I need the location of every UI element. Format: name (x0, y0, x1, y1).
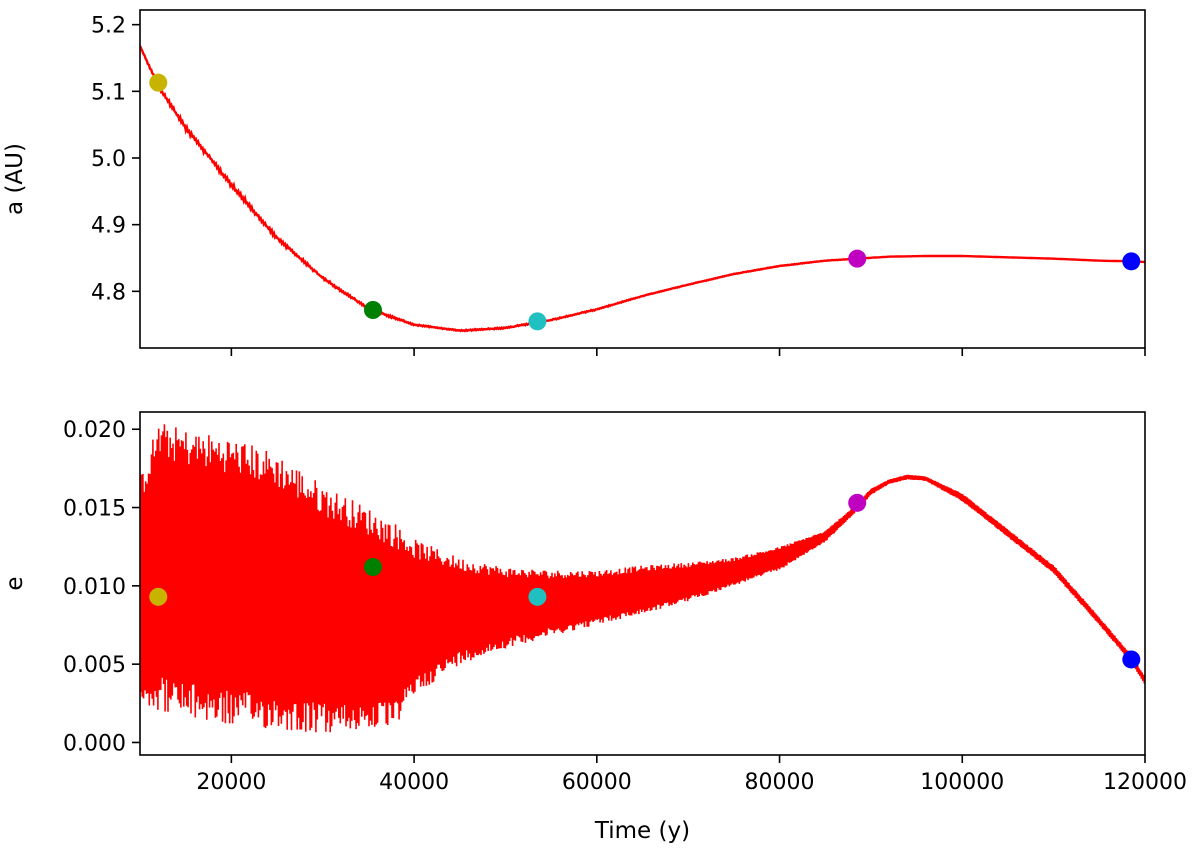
x-tick-label: 40000 (379, 770, 449, 795)
y-tick-label: 0.000 (63, 731, 126, 756)
x-tick-label: 60000 (562, 770, 632, 795)
y-tick-label: 0.005 (63, 653, 126, 678)
axes-frame (139, 9, 1146, 349)
y-tick-label: 5.1 (91, 80, 126, 105)
y-tick-label: 0.020 (63, 418, 126, 443)
y-axis-label: e (2, 576, 28, 590)
snapshot-marker-2 (363, 301, 382, 319)
snapshot-marker-1 (149, 73, 168, 92)
axes-frame (139, 411, 1146, 756)
y-tick-label: 5.0 (91, 147, 126, 172)
y-tick-label: 4.8 (91, 280, 126, 305)
y-axis-label: a (AU) (2, 143, 28, 215)
plot-area (140, 424, 1145, 733)
snapshot-marker-3 (528, 312, 547, 331)
snapshot-marker-3 (528, 587, 547, 606)
snapshot-marker-4 (848, 249, 867, 268)
x-tick-label: 80000 (745, 770, 815, 795)
x-tick-label: 120000 (1103, 770, 1187, 795)
y-tick-label: 5.2 (91, 14, 126, 39)
y-tick-label: 0.010 (63, 575, 126, 600)
semi-major-axis-panel: 4.8 4.9 5.0 5.1 5.2 a (AU) (2, 9, 1146, 356)
snapshot-marker-5 (1122, 252, 1141, 271)
snapshot-marker-1 (149, 587, 168, 606)
x-tick-label: 20000 (196, 770, 266, 795)
eccentricity-series-line (140, 424, 1145, 733)
y-tick-label: 0.015 (63, 497, 126, 522)
x-axis-label: Time (y) (594, 818, 690, 844)
eccentricity-panel: 20000 40000 60000 80000 100000 120000 0.000 0.0… (2, 411, 1187, 844)
semi-major-axis-series-line (140, 45, 1145, 333)
snapshot-marker-4 (848, 493, 867, 512)
snapshot-marker-5 (1122, 650, 1141, 669)
x-tick-label: 100000 (920, 770, 1004, 795)
plot-area (140, 45, 1145, 333)
y-tick-label: 4.9 (91, 214, 126, 239)
snapshot-marker-2 (363, 558, 382, 577)
